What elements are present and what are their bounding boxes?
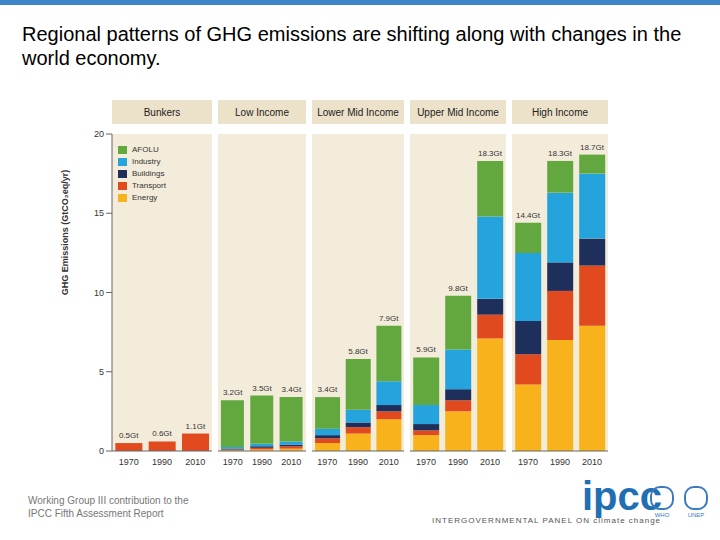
svg-text:2010: 2010 — [582, 457, 602, 467]
svg-text:2010: 2010 — [185, 457, 205, 467]
svg-text:1990: 1990 — [448, 457, 468, 467]
svg-text:3.4Gt: 3.4Gt — [282, 385, 302, 394]
svg-text:18.3Gt: 18.3Gt — [478, 149, 503, 158]
html-text:AFOLU: AFOLU — [132, 145, 159, 154]
svg-text:5: 5 — [99, 367, 104, 377]
svg-text:1990: 1990 — [348, 457, 368, 467]
html-text:Low Income: Low Income — [235, 106, 289, 118]
svg-text:18.3Gt: 18.3Gt — [548, 149, 573, 158]
svg-text:7.9Gt: 7.9Gt — [379, 314, 399, 323]
svg-text:1970: 1970 — [223, 457, 243, 467]
svg-text:10: 10 — [94, 288, 104, 298]
svg-text:9.8Gt: 9.8Gt — [448, 284, 468, 293]
html-text:Bunkers: Bunkers — [143, 106, 181, 118]
svg-text:2010: 2010 — [379, 457, 399, 467]
html-text:Buildings: Buildings — [132, 169, 165, 178]
html-text:Lower Mid Income: Lower Mid Income — [317, 106, 399, 118]
svg-text:1970: 1970 — [518, 457, 538, 467]
svg-text:5.8Gt: 5.8Gt — [348, 347, 368, 356]
svg-text:18.7Gt: 18.7Gt — [580, 143, 605, 152]
svg-text:3.4Gt: 3.4Gt — [318, 385, 338, 394]
svg-text:GHG Emissions (GtCO₂eq/yr): GHG Emissions (GtCO₂eq/yr) — [60, 170, 70, 296]
svg-text:20: 20 — [94, 129, 104, 139]
svg-text:0: 0 — [99, 446, 104, 456]
html-text:Upper Mid Income: Upper Mid Income — [417, 106, 499, 118]
html-text:Transport: Transport — [132, 181, 166, 190]
svg-text:1990: 1990 — [152, 457, 172, 467]
svg-text:1.1Gt: 1.1Gt — [186, 422, 206, 431]
html-text:Working Group III contribution: Working Group III contribution to the IP… — [28, 495, 189, 519]
html-text:INTERGOVERNMENTAL PANEL ON cli: INTERGOVERNMENTAL PANEL ON climate chang… — [432, 516, 662, 525]
svg-text:1970: 1970 — [317, 457, 337, 467]
svg-text:15: 15 — [94, 208, 104, 218]
svg-text:2010: 2010 — [281, 457, 301, 467]
svg-text:1990: 1990 — [252, 457, 272, 467]
svg-text:14.4Gt: 14.4Gt — [516, 211, 541, 220]
svg-text:3.2Gt: 3.2Gt — [223, 388, 243, 397]
html-text:Energy: Energy — [132, 193, 158, 202]
html-text:Industry: Industry — [132, 157, 161, 166]
html-text:ipcc: ipcc — [582, 474, 662, 518]
svg-text:1970: 1970 — [119, 457, 139, 467]
svg-text:0.5Gt: 0.5Gt — [119, 431, 139, 440]
svg-text:5.9Gt: 5.9Gt — [416, 345, 436, 354]
html-text:Regional patterns of GHG emiss: Regional patterns of GHG emissions are s… — [22, 23, 682, 69]
svg-text:3.5Gt: 3.5Gt — [252, 384, 272, 393]
html-text:High Income: High Income — [531, 106, 589, 118]
svg-text:1970: 1970 — [416, 457, 436, 467]
svg-text:1990: 1990 — [550, 457, 570, 467]
html-text:WHO: WHO — [654, 512, 670, 518]
html-text:UNEP: UNEP — [687, 512, 705, 518]
svg-text:0.6Gt: 0.6Gt — [152, 429, 172, 438]
svg-text:2010: 2010 — [480, 457, 500, 467]
